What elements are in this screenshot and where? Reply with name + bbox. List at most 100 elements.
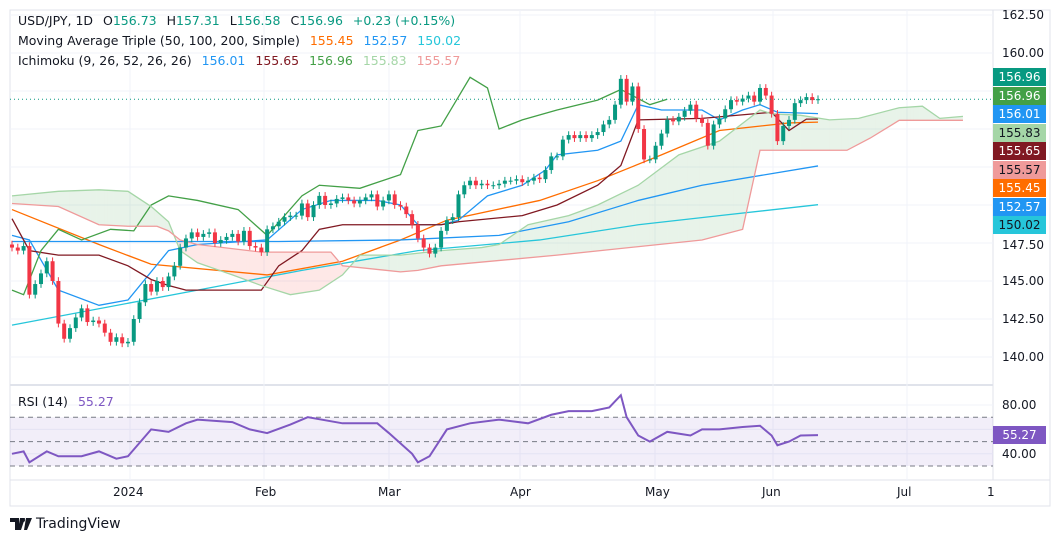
tradingview-logo[interactable]: TradingView [10, 516, 121, 532]
cloud-segment [815, 117, 818, 151]
cloud-segment [644, 178, 647, 247]
cloud-segment [867, 115, 871, 140]
candle [166, 272, 171, 291]
cloud-segment [568, 214, 572, 254]
candle-body [555, 156, 560, 158]
cloud-segment [478, 247, 482, 263]
tradingview-logo-icon [10, 518, 32, 530]
candle-body [201, 233, 206, 237]
ma-legend[interactable]: Moving Average Triple (50, 100, 200, Sim… [18, 33, 467, 48]
candle [85, 304, 90, 326]
candle [398, 201, 403, 211]
cloud-segment [206, 245, 210, 267]
cloud-segment [757, 110, 761, 164]
candle-body [224, 236, 229, 240]
cloud-segment [858, 117, 862, 145]
cloud-segment [116, 190, 120, 226]
time-axis-label: Jul [897, 485, 912, 499]
cloud-segment [397, 255, 401, 272]
cloud-segment [400, 254, 404, 272]
candle-body [589, 135, 594, 139]
cloud-segment [913, 106, 917, 121]
cloud-segment [374, 255, 378, 270]
spanA-value: 155.83 [362, 53, 407, 68]
candle [79, 304, 84, 322]
cloud-segment [745, 118, 749, 217]
cloud-segment [275, 252, 279, 292]
candle-body [15, 247, 20, 251]
candle [27, 242, 32, 299]
cloud-segment [852, 118, 856, 148]
cloud-segment [371, 255, 375, 270]
candle-body [10, 244, 14, 248]
ohlc-open: O156.73 [103, 13, 157, 28]
cloud-segment [670, 159, 674, 244]
ichimoku-legend[interactable]: Ichimoku (9, 26, 52, 26, 26) 156.01 155.… [18, 53, 466, 68]
candle-body [91, 320, 96, 323]
lagging-line [11, 76, 668, 296]
high-label: H [166, 13, 176, 28]
candle [421, 234, 426, 252]
candle [56, 277, 61, 328]
candle [160, 277, 165, 291]
price-tag: 150.02 [993, 216, 1046, 234]
price-axis-label: 160.00 [1002, 46, 1044, 60]
candle [62, 319, 67, 343]
cloud-segment [797, 115, 801, 151]
cloud-segment [899, 107, 903, 121]
rsi-legend[interactable]: RSI (14) 55.27 [18, 394, 120, 409]
cloud-segment [649, 174, 653, 246]
candle [352, 196, 357, 208]
cloud-segment [661, 165, 665, 245]
cloud-segment [768, 112, 772, 151]
close-value: 156.96 [299, 13, 343, 28]
cloud-segment [194, 243, 198, 263]
candle [769, 91, 774, 118]
cloud-segment [35, 193, 39, 206]
cloud-segment [818, 118, 821, 151]
time-axis-label: Feb [255, 485, 277, 499]
cloud-segment [887, 110, 891, 128]
candle-body [137, 302, 142, 319]
price-tag: 156.96 [993, 86, 1046, 105]
cloud-segment [719, 138, 723, 236]
cloud-segment [855, 118, 859, 146]
cloud-segment [690, 149, 694, 242]
candle-body [502, 180, 507, 184]
rsi-axis-label: 40.00 [1002, 447, 1037, 461]
cloud-segment [501, 240, 505, 261]
cloud-segment [417, 252, 421, 271]
candle-body [73, 317, 78, 329]
cloud-segment [264, 252, 268, 288]
candle-body [694, 104, 699, 119]
candle-body [485, 183, 490, 186]
candle [578, 131, 583, 142]
candle [415, 220, 420, 243]
cloud-segment [383, 255, 387, 271]
cloud-segment [113, 190, 117, 226]
candle [114, 333, 119, 346]
ohlc-low: L156.58 [230, 13, 281, 28]
candle [218, 236, 223, 247]
cloud-segment [49, 191, 53, 207]
candle [508, 176, 513, 185]
candle [647, 155, 652, 164]
cloud-segment [612, 196, 616, 250]
cloud-segment [812, 117, 816, 151]
rsi-line [11, 393, 819, 464]
candle-body [792, 103, 797, 120]
cloud-segment [881, 111, 885, 132]
cloud-segment [342, 265, 346, 275]
cloud-segment [119, 190, 123, 226]
cloud-segment [435, 250, 439, 267]
cloud-segment [870, 114, 874, 139]
candle-body [787, 119, 792, 126]
candle-body [381, 200, 386, 207]
cloud-segment [93, 189, 97, 224]
cloud-segment [603, 200, 607, 251]
candle-body [415, 224, 420, 239]
candle-body [810, 97, 815, 101]
cloud-segment [957, 116, 961, 121]
candle [758, 84, 763, 106]
